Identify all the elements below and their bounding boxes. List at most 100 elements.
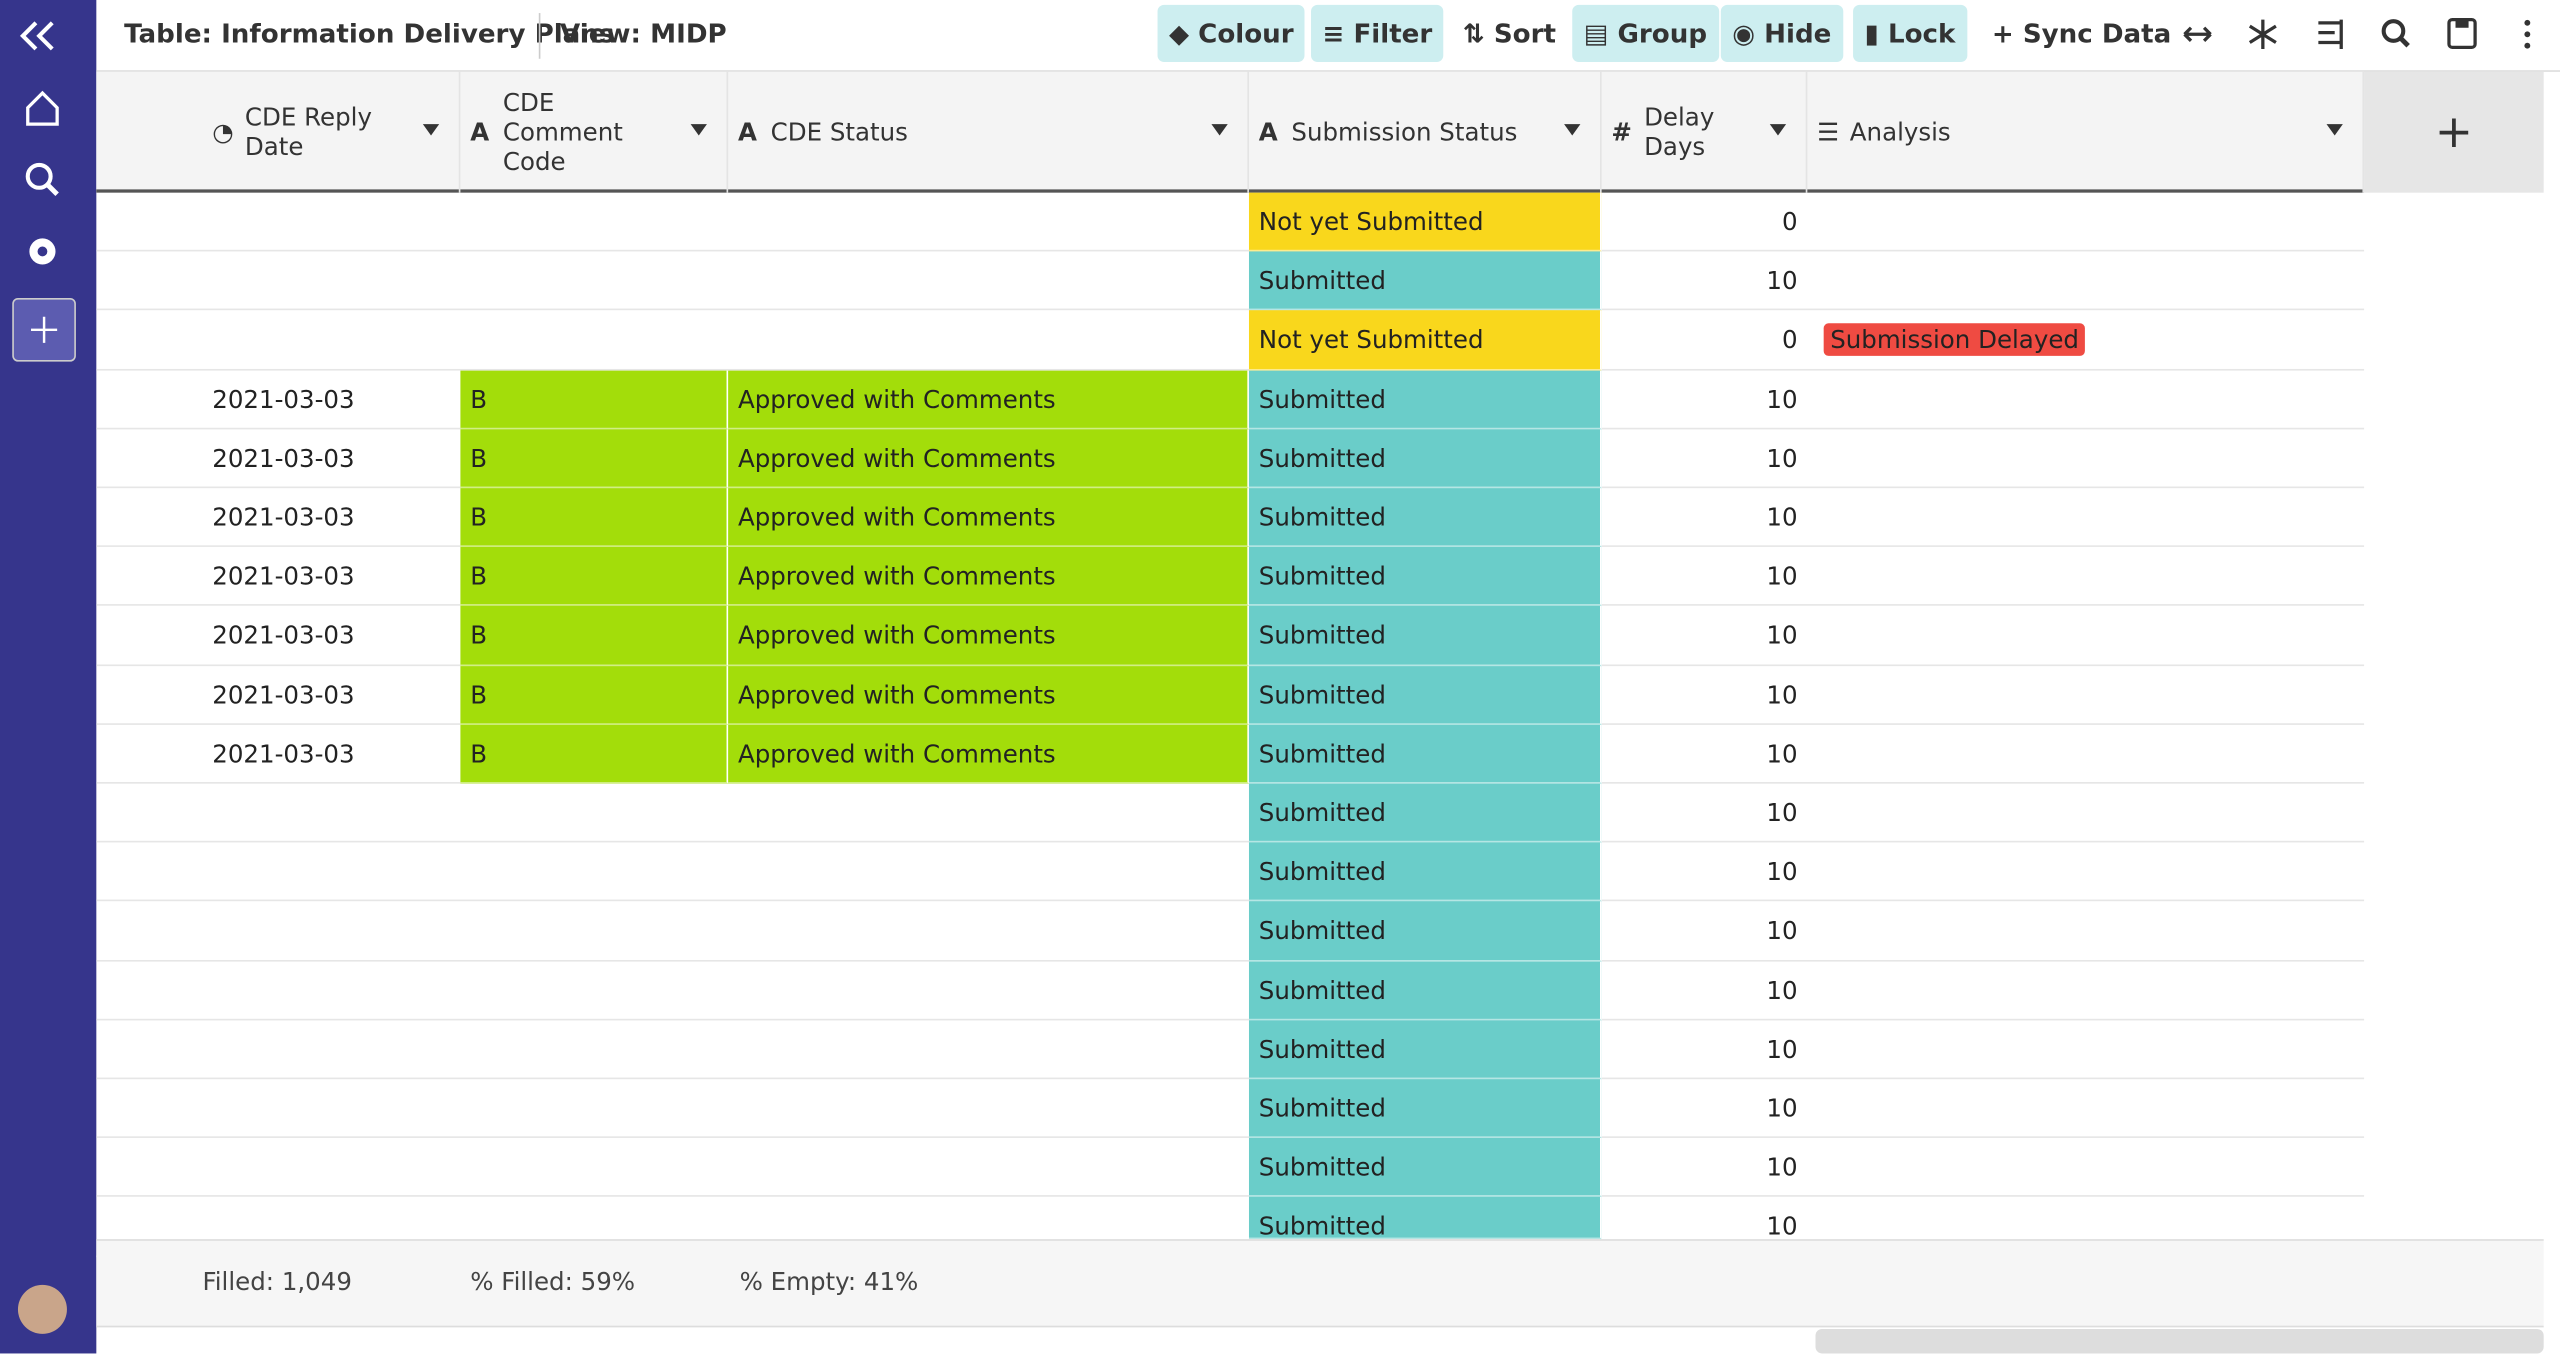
cell[interactable]: Submitted: [1248, 488, 1602, 548]
cell[interactable]: Approved with Comments: [728, 547, 1249, 607]
cell[interactable]: 10: [1602, 606, 1808, 665]
scrollbar[interactable]: [1815, 1328, 2544, 1354]
cell[interactable]: 2021-03-03: [202, 725, 460, 784]
cell-text: Approved with Comments: [737, 680, 1056, 710]
cell[interactable]: Submitted: [1248, 606, 1602, 666]
label: Lock: [1887, 17, 1956, 49]
cell-text: Approved with Comments: [737, 384, 1056, 415]
cell[interactable]: 10: [1602, 370, 1808, 429]
cell[interactable]: 2021-03-03: [202, 370, 460, 429]
column-header[interactable]: ◔ CDE Reply Date: [202, 71, 461, 193]
cell[interactable]: Not yet Submitted: [1248, 310, 1602, 370]
cell[interactable]: Submitted: [1248, 783, 1602, 843]
colour-button[interactable]: ◆ Colour: [1157, 4, 1306, 63]
filter-button[interactable]: ≡ Filter: [1311, 4, 1444, 63]
cell-text: 10: [1766, 798, 1798, 828]
cell[interactable]: Submitted: [1248, 1020, 1602, 1080]
label: Sort: [1493, 17, 1556, 49]
cell-text: Submitted: [1258, 916, 1386, 946]
cell[interactable]: 2021-03-03: [202, 665, 460, 724]
cell[interactable]: Approved with Comments: [728, 606, 1249, 666]
cell[interactable]: Submitted: [1248, 251, 1602, 311]
cell[interactable]: B: [460, 429, 729, 489]
cell[interactable]: Approved with Comments: [728, 429, 1249, 489]
cell-text: Not yet Submitted: [1258, 325, 1484, 355]
cell[interactable]: Submitted: [1248, 547, 1602, 607]
cell[interactable]: 10: [1602, 547, 1808, 606]
cell[interactable]: B: [460, 547, 729, 607]
toolbar-icons[interactable]: [2171, 10, 2547, 62]
cell[interactable]: Approved with Comments: [728, 488, 1249, 548]
cell[interactable]: 2021-03-03: [202, 606, 460, 665]
cell-text: Submitted: [1258, 857, 1386, 887]
column-header[interactable]: A Submission Status: [1249, 71, 1602, 193]
cell-text: Submitted: [1258, 384, 1386, 415]
cell[interactable]: Submitted: [1248, 665, 1602, 725]
cell[interactable]: Submitted: [1248, 1197, 1602, 1240]
add-column[interactable]: +: [2364, 71, 2544, 193]
sort-button[interactable]: ⇅ Sort: [1462, 17, 1556, 49]
group-button[interactable]: ▤ Group: [1572, 4, 1719, 63]
cell[interactable]: 10: [1602, 1079, 1808, 1138]
cell-text: B: [470, 443, 488, 474]
label: CDE Status: [770, 117, 908, 147]
view-name[interactable]: View: MIDP: [559, 17, 727, 49]
row-divider: [96, 368, 2365, 370]
cell[interactable]: Submitted: [1248, 1079, 1602, 1139]
column-header[interactable]: A CDE Comment Code: [460, 71, 729, 193]
cell[interactable]: B: [460, 369, 729, 430]
lock-button[interactable]: ▮ Lock: [1853, 4, 1967, 63]
label: CDE Reply Date: [244, 102, 372, 162]
row-divider: [96, 1077, 2365, 1080]
cell[interactable]: B: [460, 665, 729, 725]
label: Group: [1617, 17, 1708, 49]
sync-button[interactable]: + Sync Data: [1991, 17, 2172, 49]
cell[interactable]: 10: [1602, 725, 1808, 784]
cell-text: 10: [1766, 1152, 1798, 1183]
cell[interactable]: B: [460, 606, 729, 666]
cell[interactable]: 10: [1602, 488, 1808, 547]
cell[interactable]: 10: [1602, 1020, 1808, 1079]
cell[interactable]: 10: [1602, 902, 1808, 961]
cell[interactable]: Submitted: [1248, 369, 1602, 430]
cell-text: 10: [1766, 975, 1798, 1006]
cell[interactable]: Submitted: [1248, 901, 1602, 961]
cell[interactable]: Approved with Comments: [728, 369, 1249, 430]
cell-text: B: [470, 621, 488, 651]
hide-button[interactable]: ◉ Hide: [1720, 4, 1843, 63]
label: Submission Status: [1291, 117, 1518, 147]
cell[interactable]: Submitted: [1248, 842, 1602, 902]
cell[interactable]: 10: [1602, 1197, 1808, 1239]
cell[interactable]: 2021-03-03: [202, 488, 460, 547]
cell[interactable]: Submission Delayed: [1807, 311, 2364, 370]
cell[interactable]: Not yet Submitted: [1248, 192, 1602, 252]
cell-text: Approved with Comments: [737, 621, 1056, 651]
cell[interactable]: 10: [1602, 1138, 1808, 1197]
cell[interactable]: 10: [1602, 252, 1808, 311]
cell[interactable]: 10: [1602, 429, 1808, 488]
label: Colour: [1198, 17, 1294, 49]
cell[interactable]: 0: [1602, 311, 1808, 370]
cell[interactable]: Submitted: [1248, 960, 1602, 1021]
cell[interactable]: Submitted: [1248, 429, 1602, 489]
column-header[interactable]: # Delay Days: [1602, 71, 1808, 193]
label: CDE Comment Code: [502, 88, 623, 177]
cell-text: 0: [1781, 325, 1798, 355]
cell[interactable]: 10: [1602, 784, 1808, 843]
column-header[interactable]: ☰ Analysis: [1807, 71, 2365, 193]
cell[interactable]: 10: [1602, 843, 1808, 902]
cell[interactable]: Submitted: [1248, 1138, 1602, 1198]
cell[interactable]: 2021-03-03: [202, 547, 460, 606]
cell[interactable]: Submitted: [1248, 724, 1602, 784]
cell[interactable]: B: [460, 488, 729, 548]
cell[interactable]: Approved with Comments: [728, 665, 1249, 725]
column-header[interactable]: A CDE Status: [728, 71, 1249, 193]
cell[interactable]: 2021-03-03: [202, 429, 460, 488]
cell-text: Submitted: [1258, 739, 1386, 769]
cell[interactable]: Approved with Comments: [728, 724, 1249, 784]
cell[interactable]: 0: [1602, 193, 1808, 252]
cell[interactable]: 10: [1602, 665, 1808, 724]
cell-text: Submitted: [1258, 1152, 1386, 1183]
cell[interactable]: B: [460, 724, 729, 784]
cell[interactable]: 10: [1602, 961, 1808, 1020]
